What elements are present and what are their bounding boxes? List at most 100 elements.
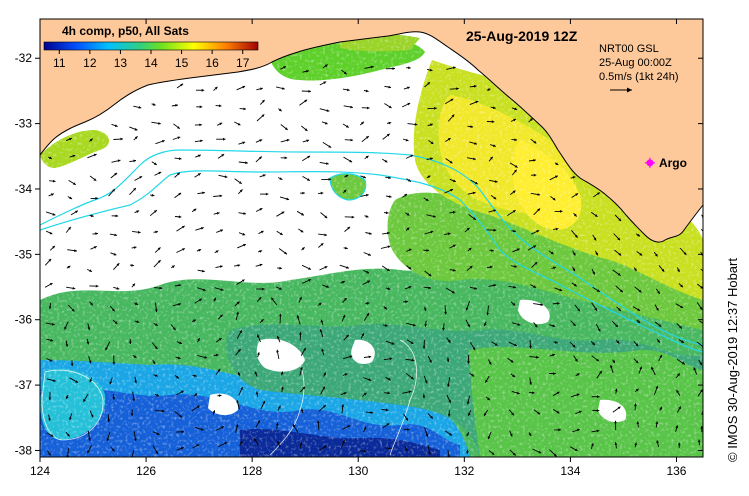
current-vector-head [488,361,492,365]
current-vector-head [114,233,117,237]
current-vector-head [49,231,53,235]
current-vector-head [556,391,560,395]
current-vector-head [472,347,476,351]
current-vector-head [176,375,179,379]
x-tick-label: 136 [666,464,686,478]
legend-arrowhead-icon [627,87,632,93]
current-vector-head [258,297,262,300]
current-vector-head [279,313,282,317]
current-vector-head [133,246,137,249]
current-vector-head [634,268,637,271]
current-vector-head [384,324,388,327]
current-vector-head [468,247,472,251]
current-vector-head [120,137,123,141]
current-vector-head [385,408,389,412]
current-vector-head [301,247,305,250]
current-vector-head [414,123,418,126]
current-vector-head [558,428,561,432]
current-vector [696,341,703,348]
current-vector-head [221,154,225,157]
current-vector-head [199,123,202,127]
current-vector-head [514,343,517,347]
current-vector-head [657,291,660,294]
current-vector-head [410,341,414,344]
current-vector-head [553,372,556,375]
colorbar-tick-label: 17 [236,56,250,70]
current-vector-head [159,286,163,290]
current-vector-head [422,395,426,399]
current-vector-head [214,86,218,90]
current-vector-head [320,243,324,246]
current-vector-head [236,311,239,315]
current-vector-head [426,249,429,252]
colorbar-tick-label: 15 [175,56,189,70]
current-vector-head [614,388,618,392]
current-vector-head [637,233,640,237]
current-vector-head [134,136,138,140]
current-vector-head [95,232,98,236]
current-vector-head [236,400,239,403]
current-vector-head [532,391,535,395]
current-vector-head [466,451,469,454]
current-vector-head [693,367,697,371]
current-vector-head [171,265,175,269]
current-vector-head [158,122,161,125]
current-vector-head [512,452,516,456]
current-vector-head [637,320,641,323]
current-vector-head [451,114,455,118]
current-vector-head [193,208,197,212]
current-vector-head [89,379,93,383]
y-tick-label: -33 [15,117,33,131]
current-vector-head [156,393,160,397]
current-vector-head [367,106,370,110]
current-vector-head [699,306,703,310]
current-vector-head [279,177,283,180]
current-vector-head [365,155,369,159]
current-vector-head [52,179,56,183]
current-vector-head [388,176,391,180]
current-vector-head [553,266,556,270]
current-vector-head [428,286,431,290]
current-vector-head [303,347,306,351]
current-vector-head [105,347,108,351]
current-vector-head [196,405,200,409]
current-vector-head [323,372,326,376]
current-vector-head [91,214,94,218]
current-vector-head [161,140,165,143]
current-vector-head [262,287,265,291]
current-vector-head [472,217,476,220]
current-vector-head [449,433,452,436]
current-vector-head [114,124,118,127]
current-vector-head [536,355,539,359]
current-vector-head [136,320,140,323]
current-vector-head [537,208,540,212]
current-vector-head [697,439,701,443]
colorbar-tick-label: 16 [205,56,219,70]
current-vector-head [224,442,228,445]
current-vector-head [487,88,491,92]
current-vector-head [700,286,703,289]
current-vector-head [204,355,207,359]
current-vector-head [487,397,490,401]
current-vector-head [425,433,429,437]
current-vector-head [196,444,200,447]
current-vector-head [64,326,67,330]
current-vector-head [93,178,97,181]
current-vector-head [513,229,516,233]
current-vector-head [366,193,369,197]
current-vector-head [556,410,560,414]
current-vector-head [596,358,599,362]
current-vector-head [386,133,390,137]
current-vector-head [576,393,580,397]
current-vector-head [408,266,412,270]
current-vector-head [178,215,182,219]
current-vector-head [514,107,518,111]
current-vector-head [237,264,241,267]
current-vector-head [453,179,456,183]
current-vector-head [638,289,642,293]
current-vector-head [513,118,516,122]
current-vector-head [365,215,369,218]
current-vector-head [536,230,540,233]
x-tick-label: 124 [30,464,50,478]
legend-line-2: 25-Aug 00:00Z [599,57,672,69]
